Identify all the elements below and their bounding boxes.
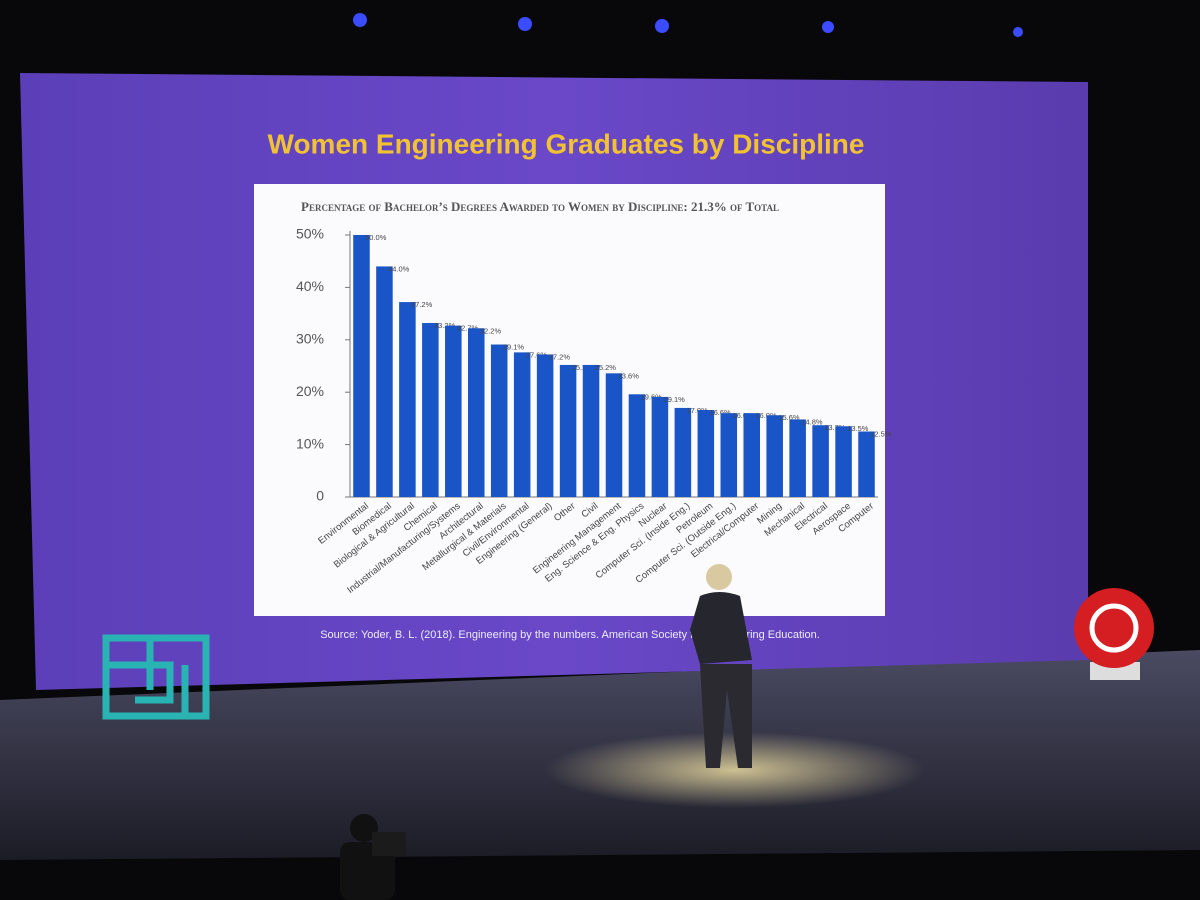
bar — [789, 419, 806, 497]
bar — [835, 426, 852, 497]
value-label: 12.5% — [870, 429, 892, 438]
bar — [353, 235, 370, 497]
bar — [422, 323, 439, 497]
value-label: 16.0% — [732, 411, 754, 420]
bar — [651, 396, 669, 497]
value-label: 14.8% — [801, 417, 823, 426]
bar — [582, 364, 600, 497]
value-label: 50.0% — [365, 233, 387, 242]
value-label: 32.2% — [480, 326, 502, 335]
ceiling-lights — [353, 13, 1023, 37]
value-label: 27.2% — [549, 352, 571, 361]
bar — [743, 413, 761, 497]
value-label: 19.6% — [641, 392, 663, 401]
value-label: 16.0% — [755, 411, 777, 420]
bar — [399, 302, 416, 497]
value-label: 16.6% — [709, 408, 731, 417]
value-label: 25.2% — [572, 363, 594, 372]
bar — [513, 352, 531, 497]
speaker — [690, 564, 752, 768]
bar — [812, 425, 829, 497]
spotlight — [545, 732, 925, 808]
value-label: 29.1% — [503, 343, 525, 352]
value-label: 17.0% — [686, 406, 708, 415]
value-label: 19.1% — [664, 395, 686, 404]
value-label: 33.2% — [434, 321, 456, 330]
y-tick-label: 20% — [296, 383, 324, 399]
y-tick-label: 30% — [296, 331, 324, 347]
bar — [628, 394, 646, 497]
bar — [536, 354, 554, 497]
chart-subtitle: Percentage of Bachelor’s Degrees Awarded… — [301, 199, 779, 214]
bar — [858, 431, 875, 497]
value-label: 37.2% — [411, 300, 433, 309]
bar — [697, 410, 715, 497]
bar — [376, 266, 393, 497]
y-tick-label: 40% — [296, 278, 324, 294]
value-label: 44.0% — [388, 264, 410, 273]
bar — [720, 413, 738, 497]
value-label: 25.2% — [595, 363, 617, 372]
teal-sculpture — [102, 634, 210, 720]
value-label: 27.6% — [526, 350, 548, 359]
y-tick-label: 50% — [296, 226, 324, 242]
bar — [605, 373, 623, 497]
value-label: 13.7% — [824, 423, 846, 432]
red-logo — [1074, 588, 1154, 680]
bar — [674, 407, 692, 497]
slide-title: Women Engineering Graduates by Disciplin… — [268, 128, 865, 159]
bar — [559, 364, 577, 497]
bar — [445, 325, 462, 497]
value-label: 15.6% — [778, 413, 800, 422]
bar — [467, 328, 485, 497]
value-label: 32.7% — [457, 324, 479, 333]
bar — [490, 344, 508, 497]
value-label: 23.6% — [618, 371, 640, 380]
y-tick-label: 0 — [316, 488, 324, 504]
value-label: 13.5% — [847, 424, 869, 433]
y-tick-label: 10% — [296, 435, 324, 451]
audience — [340, 814, 406, 900]
bar — [766, 415, 783, 497]
